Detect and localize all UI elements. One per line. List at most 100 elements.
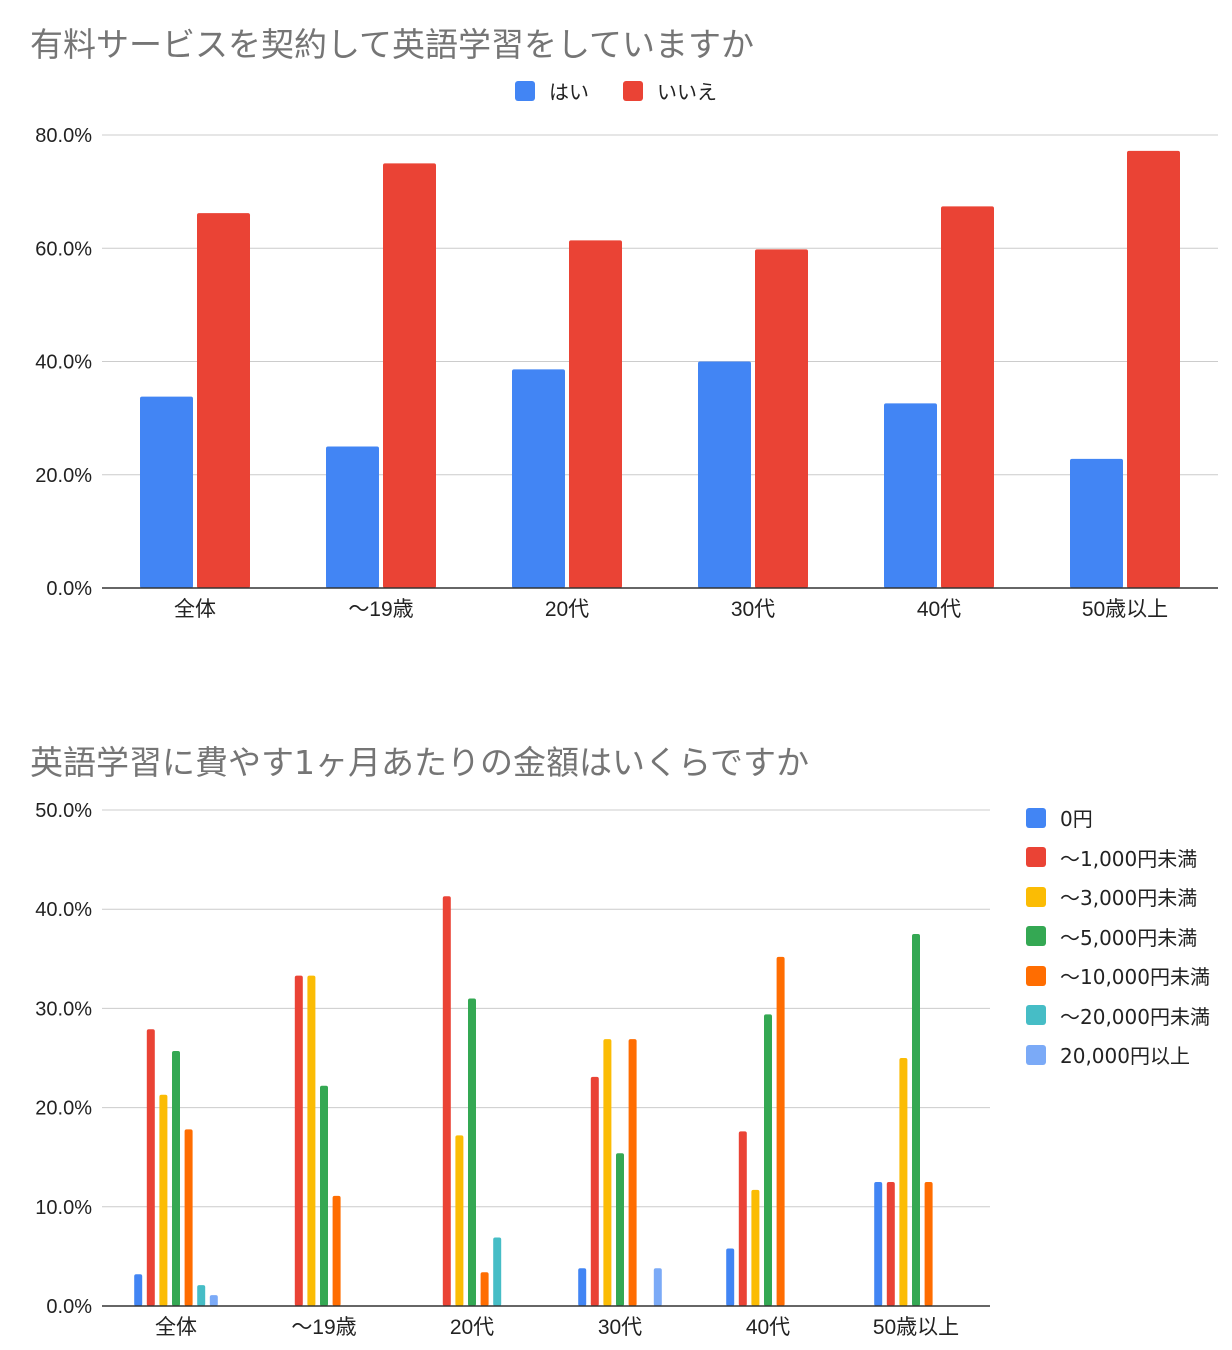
- legend-label: 20,000円以上: [1060, 1044, 1190, 1069]
- bar: [941, 206, 994, 588]
- bar: [603, 1039, 612, 1306]
- legend-item-yes: はい: [515, 76, 589, 105]
- legend-swatch: [1026, 1044, 1046, 1065]
- bar: [140, 396, 193, 588]
- bar: [197, 1285, 206, 1306]
- legend-label: 〜10,000円未満: [1060, 965, 1210, 990]
- x-tick-label: 40代: [917, 598, 961, 621]
- bar: [874, 1182, 883, 1306]
- legend-swatch: [1026, 807, 1046, 828]
- bar: [294, 975, 303, 1306]
- legend-item: 20,000円以上: [1026, 1035, 1210, 1075]
- chart-title: 有料サービスを契約して英語学習をしていますか: [30, 25, 755, 64]
- y-tick-label: 10.0%: [35, 1197, 92, 1219]
- x-tick-label: 全体: [174, 598, 216, 621]
- bar: [197, 213, 250, 588]
- bar: [628, 1039, 637, 1306]
- y-tick-label: 50.0%: [35, 800, 92, 822]
- legend-item: 〜20,000円未満: [1026, 996, 1210, 1036]
- legend: はい いいえ: [0, 76, 1232, 105]
- chart-paid-service: 有料サービスを契約して英語学習をしていますか はい いいえ 0.0% 20.0% 4…: [0, 0, 1232, 640]
- legend-swatch: [623, 80, 643, 101]
- bar: [912, 934, 920, 1306]
- x-tick-label: 50歳以上: [873, 1316, 959, 1339]
- legend-label: 〜1,000円未満: [1060, 846, 1198, 871]
- legend-swatch: [1026, 886, 1046, 907]
- bar: [320, 1085, 328, 1306]
- x-tick-label: 20代: [450, 1316, 494, 1339]
- bar: [884, 403, 937, 588]
- bar: [307, 975, 316, 1306]
- bar: [442, 896, 451, 1306]
- bar: [726, 1248, 735, 1306]
- bar: [886, 1182, 895, 1306]
- bar: [1127, 150, 1180, 589]
- y-tick-label: 30.0%: [35, 998, 92, 1020]
- bar: [146, 1029, 155, 1306]
- bar: [590, 1076, 599, 1306]
- x-tick-label: 〜19歳: [291, 1316, 356, 1339]
- bar: [776, 956, 785, 1306]
- bar: [751, 1189, 760, 1306]
- bar: [468, 998, 476, 1306]
- legend-label: 〜5,000円未満: [1060, 925, 1198, 950]
- bar: [578, 1268, 587, 1306]
- bar: [512, 369, 565, 588]
- x-tick-label: 〜19歳: [348, 598, 413, 621]
- legend-label: 〜3,000円未満: [1060, 886, 1198, 911]
- y-tick-label: 0.0%: [46, 1296, 92, 1318]
- bar: [209, 1295, 218, 1306]
- bar: [172, 1051, 180, 1306]
- bar: [134, 1274, 143, 1306]
- y-tick-label: 80.0%: [35, 125, 92, 147]
- bar: [184, 1129, 193, 1306]
- bar: [698, 361, 751, 588]
- bar: [493, 1237, 502, 1306]
- bar: [159, 1094, 168, 1306]
- legend: 0円〜1,000円未満 〜3,000円未満 〜5,000円未満 〜10,000円未満〜…: [1026, 798, 1210, 1075]
- x-tick-label: 全体: [155, 1316, 197, 1339]
- legend-label: 〜20,000円未満: [1060, 1004, 1210, 1029]
- chart-plot: 0.0% 10.0% 20.0% 30.0% 40.0% 50.0% 全体 〜19歳 20代 30…: [35, 800, 990, 1339]
- bar: [1070, 458, 1123, 588]
- x-tick-label: 30代: [731, 598, 775, 621]
- x-tick-label: 50歳以上: [1082, 598, 1168, 621]
- y-tick-label: 40.0%: [35, 899, 92, 921]
- x-tick-label: 20代: [545, 598, 589, 621]
- legend-item: 〜1,000円未満: [1026, 838, 1210, 878]
- bar: [924, 1182, 933, 1306]
- bar: [332, 1195, 341, 1306]
- chart-plot: 0.0% 20.0% 40.0% 60.0% 80.0% 全体 〜19歳 20代 30代 40代 5…: [35, 125, 1218, 621]
- bar: [455, 1135, 464, 1306]
- y-tick-label: 40.0%: [35, 352, 92, 374]
- legend-item-no: いいえ: [623, 76, 717, 105]
- bar: [653, 1268, 662, 1306]
- legend-item: 0円: [1026, 798, 1210, 838]
- bar: [738, 1131, 747, 1306]
- chart-monthly-spend: 英語学習に費やす1ヶ月あたりの金額はいくらですか 0円〜1,000円未満 〜3,0…: [0, 730, 1232, 1350]
- legend-swatch: [1026, 926, 1046, 947]
- legend-label: はい: [549, 80, 589, 104]
- legend-swatch: [515, 80, 535, 101]
- x-tick-label: 30代: [598, 1316, 642, 1339]
- y-tick-label: 20.0%: [35, 1098, 92, 1120]
- bar: [764, 1014, 772, 1306]
- legend-label: いいえ: [657, 80, 717, 104]
- bar: [383, 163, 436, 588]
- legend-swatch: [1026, 847, 1046, 868]
- chart-title: 英語学習に費やす1ヶ月あたりの金額はいくらですか: [30, 743, 810, 782]
- bar: [899, 1058, 908, 1306]
- y-tick-label: 60.0%: [35, 238, 92, 260]
- y-tick-label: 20.0%: [35, 465, 92, 487]
- bar: [616, 1153, 624, 1306]
- bar: [326, 446, 379, 588]
- bar: [755, 249, 808, 588]
- legend-item: 〜10,000円未満: [1026, 956, 1210, 996]
- legend-item: 〜5,000円未満: [1026, 917, 1210, 957]
- legend-swatch: [1026, 1005, 1046, 1026]
- x-tick-label: 40代: [746, 1316, 790, 1339]
- legend-label: 0円: [1060, 807, 1093, 832]
- legend-swatch: [1026, 965, 1046, 986]
- bar: [569, 240, 622, 588]
- y-tick-label: 0.0%: [46, 578, 92, 600]
